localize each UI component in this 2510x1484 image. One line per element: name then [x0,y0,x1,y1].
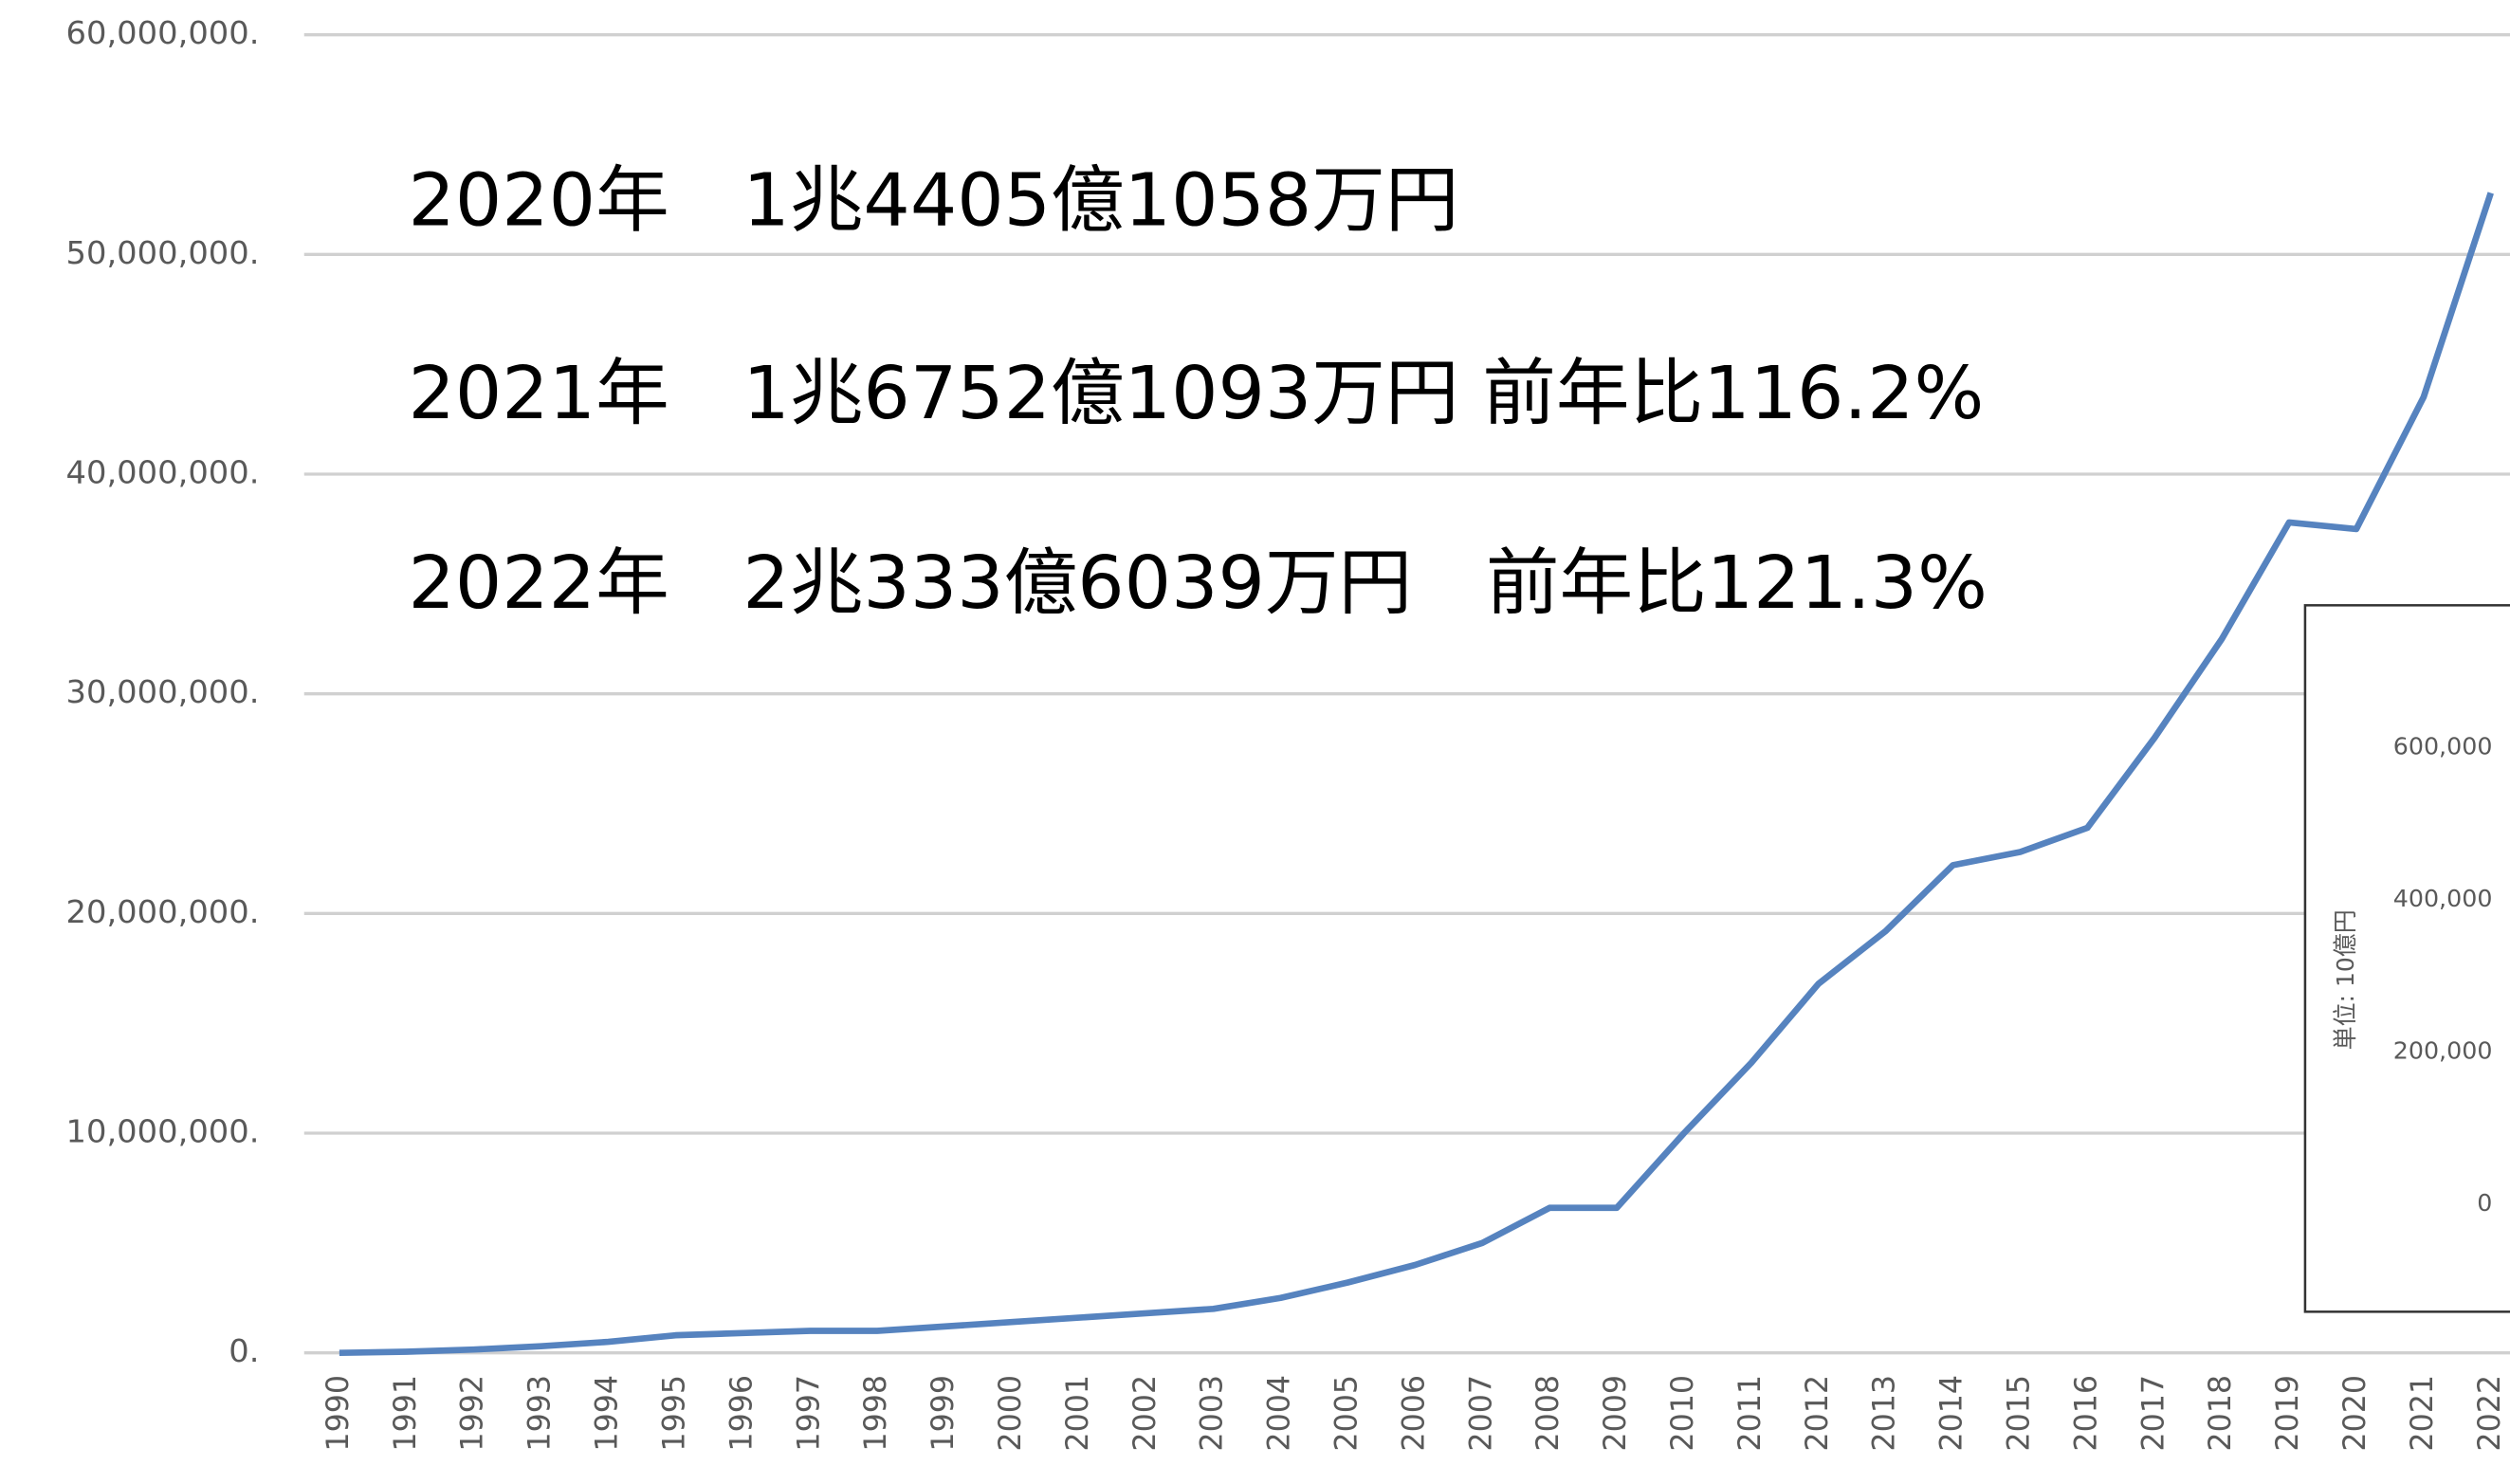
x-tick-label: 2011 [1731,1375,1768,1452]
x-tick-label: 1994 [588,1375,624,1452]
x-tick-label: 2013 [1865,1375,1901,1452]
data-line [339,192,2494,1356]
y-tick-label: 40,000,000. [66,454,260,491]
y-tick-label: 50,000,000. [66,234,260,271]
x-tick-label: 2001 [1059,1375,1095,1452]
inset-y-label: 単位: 10億円 [2332,909,2359,1050]
x-tick-label: 2017 [2134,1375,2171,1452]
x-tick-label: 1991 [387,1375,423,1452]
x-tick-label: 1996 [723,1375,759,1452]
x-tick-label: 2020 [2336,1375,2373,1452]
x-tick-label: 2007 [1462,1375,1498,1452]
x-tick-label: 2008 [1530,1375,1566,1452]
x-tick-label: 2016 [2067,1375,2103,1452]
x-tick-label: 1990 [320,1375,356,1452]
inset-y-tick-label: 200,000 [2393,1037,2493,1065]
x-tick-label: 2012 [1799,1375,1835,1452]
inset-y-tick-label: 0 [2477,1189,2492,1217]
x-tick-label: 2005 [1328,1375,1364,1452]
x-tick-label: 1998 [857,1375,893,1452]
annotation: 2020年 1兆4405億1058万円 [408,158,1458,243]
x-tick-label: 2022 [2471,1375,2507,1452]
x-tick-label: 2006 [1395,1375,1431,1452]
x-tick-label: 2010 [1664,1375,1700,1452]
y-tick-label: 60,000,000. [66,14,260,51]
x-tick-label: 2000 [992,1375,1028,1452]
x-tick-label: 1999 [925,1375,961,1452]
annotation: 2022年 2兆333億6039万円 前年比121.3% [408,540,1987,625]
x-tick-label: 1992 [454,1375,490,1452]
x-tick-label: 2004 [1260,1375,1296,1452]
x-tick-label: 1993 [521,1375,557,1452]
y-tick-label: 10,000,000. [66,1113,260,1150]
y-tick-label: 20,000,000. [66,893,260,930]
x-tick-label: 2019 [2269,1375,2305,1452]
inset-frame [2303,604,2510,1313]
y-tick-label: 0. [229,1332,259,1369]
annotation: 2021年 1兆6752億1093万円 前年比116.2% [408,351,1984,435]
x-tick-label: 2002 [1127,1375,1163,1452]
y-tick-label: 30,000,000. [66,673,260,710]
x-tick-label: 2009 [1597,1375,1633,1452]
x-tick-label: 1995 [655,1375,691,1452]
x-tick-label: 1997 [790,1375,826,1452]
x-tick-label: 2003 [1193,1375,1229,1452]
x-tick-label: 2021 [2404,1375,2440,1452]
x-tick-label: 2018 [2202,1375,2238,1452]
x-tick-label: 2014 [1933,1375,1969,1452]
inset-y-tick-label: 600,000 [2393,732,2493,760]
x-tick-label: 2015 [2000,1375,2036,1452]
inset-y-tick-label: 400,000 [2393,885,2493,912]
